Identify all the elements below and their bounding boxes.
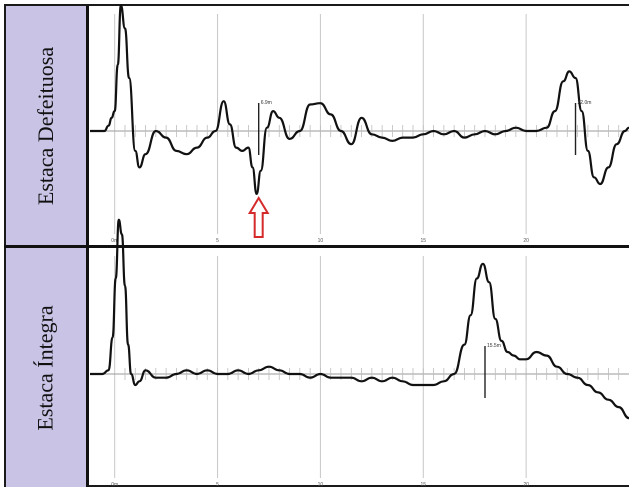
x-tick-label: 10 — [318, 238, 324, 244]
x-tick-label: 5 — [216, 238, 219, 244]
defect-arrow-icon — [247, 196, 270, 238]
x-tick-label: 10 — [318, 482, 324, 488]
horizontal-separator — [4, 245, 629, 248]
signal-trace — [89, 218, 629, 420]
annotation-label: 15.5m — [487, 343, 501, 349]
x-tick-label: 20 — [523, 482, 529, 488]
x-tick-label: 15 — [420, 482, 426, 488]
x-tick-label: 20 — [523, 238, 529, 244]
annotation-label: 22.0m — [578, 100, 592, 106]
x-tick-label: 15 — [420, 238, 426, 244]
annotation-label: 6.9m — [261, 100, 272, 106]
x-tick-label: 5 — [216, 482, 219, 488]
panel-label-intact: Estaca Íntegra — [6, 248, 86, 487]
x-tick-label: 0m — [111, 482, 118, 488]
signal-trace — [90, 4, 629, 195]
x-tick-label: 0m — [111, 238, 118, 244]
panel-label-defective: Estaca Defeituosa — [6, 6, 86, 245]
